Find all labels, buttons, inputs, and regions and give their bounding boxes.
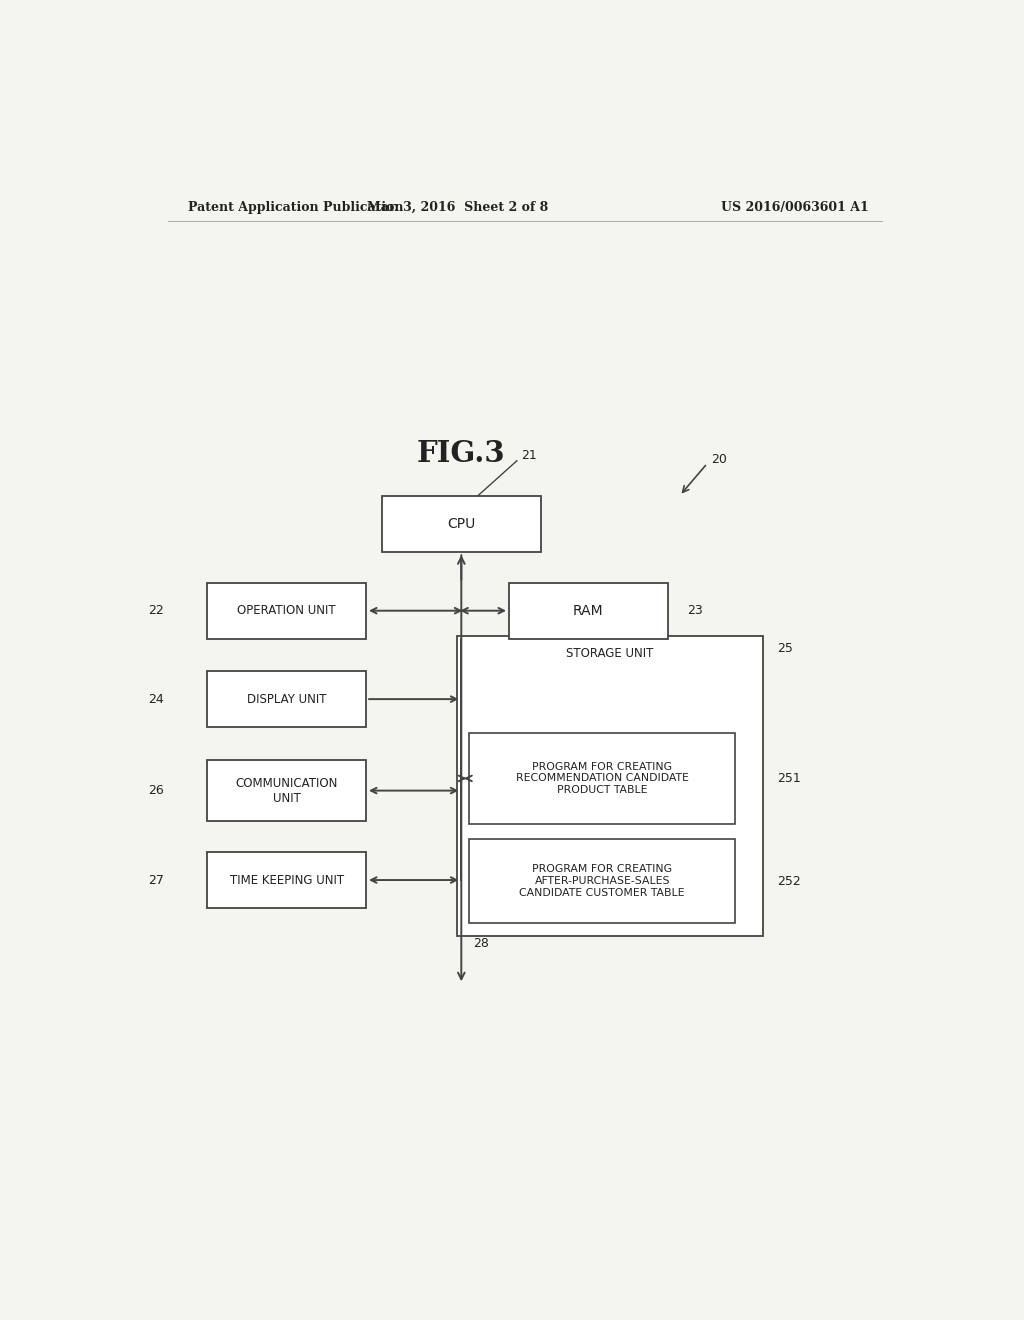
Bar — [207, 853, 367, 908]
Text: 27: 27 — [147, 874, 164, 887]
Bar — [469, 840, 735, 923]
Text: Patent Application Publication: Patent Application Publication — [187, 201, 403, 214]
Text: US 2016/0063601 A1: US 2016/0063601 A1 — [721, 201, 868, 214]
Text: 21: 21 — [521, 449, 537, 462]
Text: TIME KEEPING UNIT: TIME KEEPING UNIT — [229, 874, 344, 887]
Text: PROGRAM FOR CREATING
AFTER-PURCHASE-SALES
CANDIDATE CUSTOMER TABLE: PROGRAM FOR CREATING AFTER-PURCHASE-SALE… — [519, 865, 685, 898]
Text: 251: 251 — [777, 772, 801, 785]
Bar — [207, 671, 367, 727]
Text: 24: 24 — [147, 693, 164, 706]
Bar — [207, 582, 367, 639]
Text: DISPLAY UNIT: DISPLAY UNIT — [247, 693, 327, 706]
Text: FIG.3: FIG.3 — [417, 438, 506, 467]
Text: OPERATION UNIT: OPERATION UNIT — [238, 605, 336, 618]
Bar — [207, 760, 367, 821]
Text: PROGRAM FOR CREATING
RECOMMENDATION CANDIDATE
PRODUCT TABLE: PROGRAM FOR CREATING RECOMMENDATION CAND… — [516, 762, 688, 795]
Text: COMMUNICATION
UNIT: COMMUNICATION UNIT — [236, 776, 338, 805]
Text: 22: 22 — [147, 605, 164, 618]
Text: 20: 20 — [712, 453, 727, 466]
Text: CPU: CPU — [447, 517, 475, 532]
Text: STORAGE UNIT: STORAGE UNIT — [566, 647, 653, 660]
Text: 252: 252 — [777, 875, 801, 887]
Bar — [509, 582, 668, 639]
Bar — [382, 496, 541, 552]
Text: 28: 28 — [473, 937, 489, 950]
Text: 25: 25 — [777, 642, 793, 655]
Text: 23: 23 — [687, 605, 703, 618]
Text: 26: 26 — [147, 784, 164, 797]
Text: RAM: RAM — [573, 603, 603, 618]
Text: Mar. 3, 2016  Sheet 2 of 8: Mar. 3, 2016 Sheet 2 of 8 — [367, 201, 548, 214]
Bar — [458, 636, 763, 936]
Bar — [469, 733, 735, 824]
